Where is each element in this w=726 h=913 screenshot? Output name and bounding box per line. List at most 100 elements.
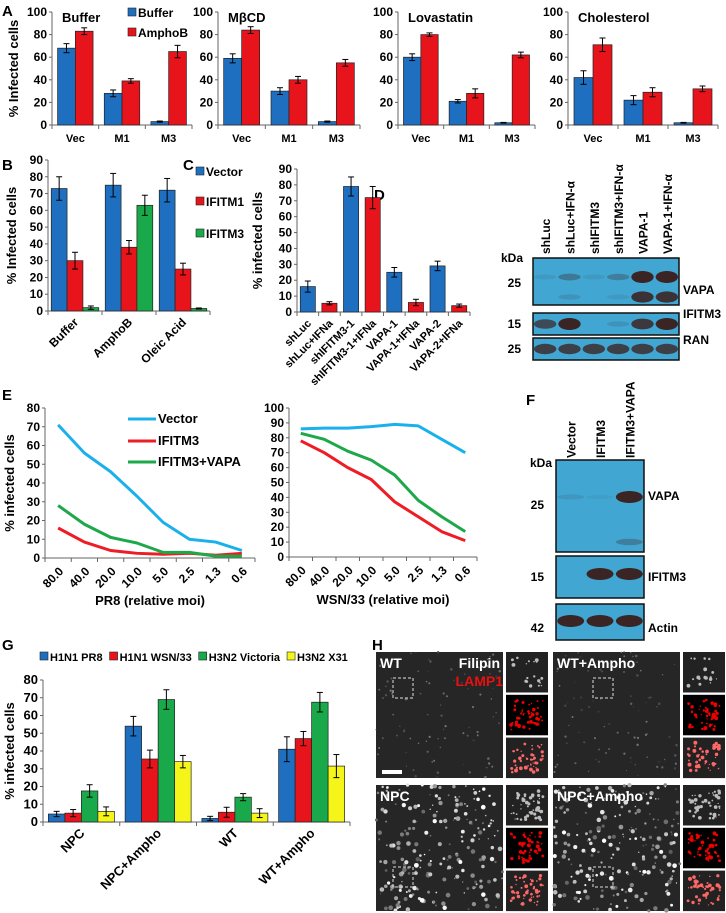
filipin-signal: [378, 838, 381, 841]
inset-signal: [709, 682, 712, 684]
inset-signal: [515, 879, 518, 881]
filipin-signal: [378, 747, 381, 749]
inset-signal: [537, 809, 541, 812]
inset-signal: [698, 794, 702, 798]
filipin-signal: [438, 800, 443, 806]
bar-buffer: [270, 90, 290, 126]
filipin-signal: [389, 843, 394, 848]
inset-signal: [716, 874, 720, 878]
bar-h3n2-victoria: [311, 701, 329, 823]
inset-signal: [686, 753, 690, 756]
filipin-signal: [458, 795, 461, 798]
inset-signal: [537, 679, 541, 683]
filipin-signal: [405, 783, 410, 787]
filipin-signal: [553, 834, 558, 839]
y-tick-label: 100: [543, 5, 563, 19]
inset-signal: [540, 743, 543, 746]
inset-signal: [711, 714, 716, 719]
filipin-signal: [674, 788, 677, 790]
blot-membrane-vapa: [555, 459, 645, 553]
inset-signal: [714, 843, 718, 847]
filipin-signal: [646, 801, 650, 805]
filipin-signal: [385, 793, 389, 798]
band: [606, 343, 630, 355]
filipin-signal: [588, 706, 590, 708]
filipin-signal: [637, 774, 639, 777]
y-tick-label: 0: [556, 118, 563, 132]
legend: Vector IFITM3 IFITM3+VAPA: [128, 411, 242, 469]
inset-signal: [688, 832, 691, 835]
filipin-signal: [557, 789, 560, 791]
inset-signal: [526, 837, 530, 841]
inset-signal: [695, 880, 699, 884]
inset-signal: [524, 884, 529, 889]
filipin-signal: [630, 829, 635, 834]
filipin-signal: [585, 895, 590, 900]
filipin-signal: [491, 653, 495, 656]
filipin-signal: [578, 793, 582, 797]
inset-signal: [693, 657, 696, 660]
filipin-signal: [556, 763, 559, 766]
filipin-signal: [595, 786, 599, 790]
inset-signal: [698, 875, 701, 877]
inset-signal: [535, 890, 539, 894]
y-tick-label: 60: [200, 50, 214, 64]
filipin-signal: [436, 651, 440, 654]
inset-signal: [529, 763, 532, 766]
filipin-signal: [405, 752, 407, 754]
inset-signal: [536, 806, 541, 810]
filipin-signal: [670, 903, 674, 907]
inset-signal: [520, 804, 522, 806]
filipin-signal: [396, 906, 399, 910]
panel-label-B: B: [2, 157, 13, 174]
y-tick-label: 30: [27, 495, 41, 509]
legend-label: Vector: [206, 165, 243, 179]
inset-signal: [541, 854, 545, 858]
inset-signal: [701, 727, 704, 731]
filipin-signal: [432, 818, 437, 824]
inset-signal: [511, 721, 514, 724]
filipin-signal: [553, 789, 559, 794]
inset-signal: [512, 804, 514, 807]
filipin-signal: [616, 731, 619, 734]
inset-signal: [708, 763, 710, 765]
zoom-region-box: [592, 677, 614, 699]
filipin-signal: [648, 813, 651, 815]
inset-signal: [532, 896, 535, 898]
inset-signal: [518, 876, 522, 880]
bar-shifitm3-1-ifna: [364, 197, 381, 313]
filipin-signal: [578, 731, 580, 733]
inset-signal: [700, 721, 703, 724]
kda-label: kDa: [501, 251, 523, 265]
filipin-signal: [629, 882, 634, 888]
protein-label: IFITM3: [683, 307, 721, 321]
inset-signal: [693, 745, 697, 748]
inset-signal: [715, 833, 719, 837]
y-tick-label: 50: [24, 725, 38, 740]
filipin-signal: [419, 866, 422, 869]
filipin-signal: [396, 846, 401, 850]
inset-signal: [707, 860, 710, 862]
filipin-signal: [600, 861, 603, 864]
y-tick-label: 30: [24, 761, 38, 776]
band: [615, 538, 643, 546]
filipin-signal: [575, 870, 580, 875]
filipin-signal: [487, 762, 491, 765]
y-axis-label: % Infected cells: [4, 187, 19, 285]
inset-signal: [517, 857, 521, 860]
filipin-signal: [657, 797, 660, 800]
inset-signal: [705, 749, 709, 754]
filipin-signal: [552, 883, 557, 889]
filipin-signal: [495, 712, 497, 714]
filipin-signal: [619, 842, 621, 844]
filipin-signal: [621, 888, 624, 891]
filipin-signal: [411, 893, 415, 896]
band: [655, 291, 679, 303]
filipin-signal: [479, 879, 483, 883]
inset-signal: [692, 875, 696, 879]
filipin-signal: [453, 808, 458, 813]
inset-signal: [541, 719, 544, 722]
inset-signal: [713, 725, 716, 728]
filipin-signal: [664, 786, 667, 788]
bar-buffer: [223, 57, 243, 126]
